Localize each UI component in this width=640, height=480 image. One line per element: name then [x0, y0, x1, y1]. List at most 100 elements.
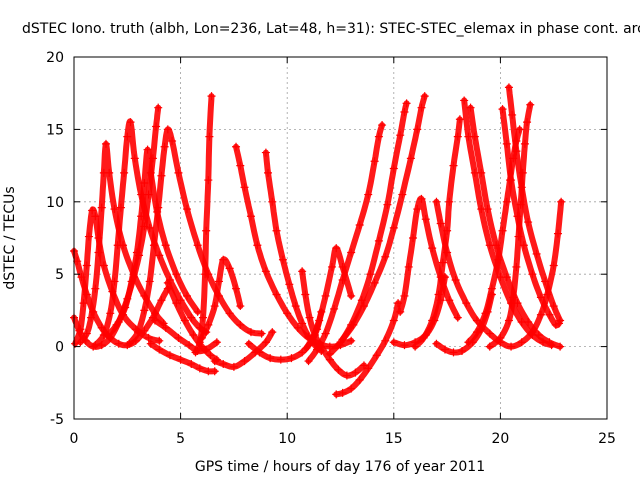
series-arc-17 [298, 267, 368, 380]
series-line [433, 198, 565, 350]
series-line [105, 146, 201, 338]
data-point-marker [330, 304, 339, 313]
data-point-marker [276, 355, 285, 364]
data-point-marker [502, 273, 511, 282]
data-point-marker [133, 328, 142, 337]
data-point-marker [266, 354, 275, 363]
data-point-marker [332, 244, 341, 253]
data-point-marker [351, 368, 360, 377]
data-point-marker [524, 218, 533, 227]
data-point-marker [144, 333, 153, 342]
data-point-marker [253, 241, 262, 250]
data-point-marker [157, 296, 166, 305]
y-tick-label: 10 [46, 195, 64, 211]
data-point-marker [498, 105, 507, 114]
data-point-marker [261, 267, 270, 276]
x-axis-title: GPS time / hours of day 176 of year 2011 [195, 459, 485, 475]
data-point-marker [347, 248, 356, 257]
data-point-marker [517, 183, 526, 192]
data-point-marker [140, 178, 149, 187]
data-point-marker [283, 309, 292, 318]
data-point-marker [240, 183, 249, 192]
data-point-marker [143, 145, 152, 154]
data-point-marker [91, 284, 100, 293]
series-arc-31 [485, 100, 535, 351]
data-point-marker [155, 251, 164, 260]
data-point-marker [79, 299, 88, 308]
data-point-marker [372, 351, 381, 360]
data-point-marker [419, 333, 428, 342]
data-point-marker [449, 161, 458, 170]
data-point-marker [389, 164, 398, 173]
data-point-marker [421, 215, 430, 224]
data-point-marker [229, 362, 238, 371]
data-point-marker [445, 197, 454, 206]
data-point-marker [453, 132, 462, 141]
data-point-marker [145, 223, 154, 232]
series-arc-32 [498, 105, 564, 329]
data-point-marker [556, 342, 565, 351]
data-point-marker [396, 307, 405, 316]
data-point-marker [207, 92, 216, 101]
data-point-marker [526, 100, 535, 109]
data-point-marker [197, 333, 206, 342]
data-point-marker [411, 342, 420, 351]
data-point-marker [523, 118, 532, 127]
data-point-marker [268, 197, 277, 206]
data-point-marker [91, 212, 100, 221]
series-arc-22 [338, 92, 429, 344]
data-point-marker [400, 108, 409, 117]
data-point-marker [204, 320, 213, 329]
series-line [499, 106, 562, 329]
data-point-marker [214, 277, 223, 286]
data-point-marker [113, 241, 122, 250]
data-point-marker [104, 331, 113, 340]
data-point-marker [151, 316, 160, 325]
data-point-marker [298, 267, 307, 276]
data-point-marker [428, 244, 437, 253]
data-point-marker [477, 168, 486, 177]
data-point-marker [155, 336, 164, 345]
data-point-marker [180, 316, 189, 325]
data-point-marker [389, 223, 398, 232]
data-point-marker [236, 302, 245, 311]
data-point-marker [210, 367, 219, 376]
data-point-marker [440, 345, 449, 354]
data-point-marker [458, 346, 467, 355]
data-point-marker [492, 241, 501, 250]
y-tick-label: -5 [50, 412, 64, 428]
x-tick-label: 10 [278, 431, 296, 447]
data-point-marker [201, 270, 210, 279]
data-point-marker [378, 121, 387, 130]
data-point-marker [76, 338, 85, 347]
data-point-marker [304, 357, 313, 366]
data-point-marker [517, 338, 526, 347]
data-point-marker [557, 197, 566, 206]
data-point-marker [359, 302, 368, 311]
data-point-marker [206, 351, 215, 360]
data-point-marker [334, 365, 343, 374]
data-point-marker [325, 349, 334, 358]
data-point-marker [553, 229, 562, 238]
data-point-marker [120, 168, 129, 177]
data-point-marker [240, 357, 249, 366]
data-point-marker [347, 336, 356, 345]
data-point-marker [513, 212, 522, 221]
data-point-marker [308, 333, 317, 342]
data-point-marker [130, 154, 139, 163]
data-point-marker [545, 338, 554, 347]
data-point-marker [116, 203, 125, 212]
data-point-marker [202, 226, 211, 235]
data-point-marker [105, 168, 114, 177]
data-point-marker [404, 262, 413, 271]
data-point-marker [549, 261, 558, 270]
data-point-marker [189, 331, 198, 340]
data-point-marker [315, 316, 324, 325]
data-point-marker [406, 154, 415, 163]
data-point-marker [487, 284, 496, 293]
data-point-marker [168, 136, 177, 145]
data-point-marker [185, 341, 194, 350]
data-point-marker [436, 219, 445, 228]
data-point-marker [106, 309, 115, 318]
